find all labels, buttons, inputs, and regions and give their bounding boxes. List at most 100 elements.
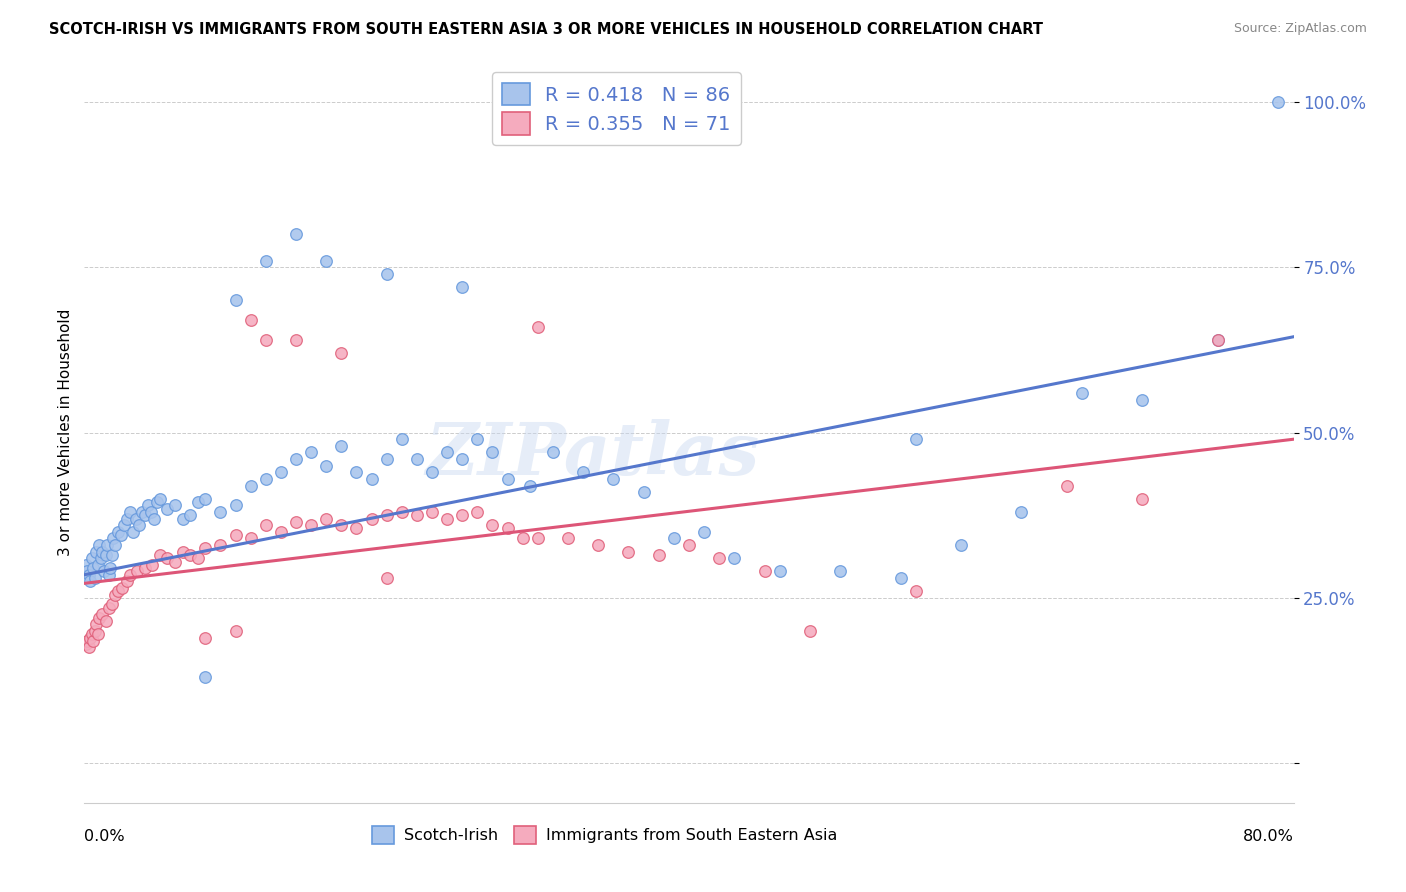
Point xyxy=(406,452,429,467)
Point xyxy=(420,465,443,479)
Point xyxy=(254,253,277,268)
Point xyxy=(121,524,143,539)
Point xyxy=(87,627,110,641)
Point xyxy=(115,511,138,525)
Point xyxy=(75,637,97,651)
Point xyxy=(270,465,292,479)
Point xyxy=(360,472,382,486)
Point xyxy=(1056,478,1078,492)
Point xyxy=(723,551,745,566)
Point xyxy=(648,548,671,562)
Point xyxy=(111,581,134,595)
Point xyxy=(315,511,337,525)
Point xyxy=(194,670,217,684)
Point xyxy=(1130,392,1153,407)
Point xyxy=(1267,95,1289,109)
Point xyxy=(165,499,187,513)
Point xyxy=(142,511,165,525)
Point xyxy=(375,267,398,281)
Point xyxy=(467,505,489,519)
Point xyxy=(588,538,610,552)
Point xyxy=(330,346,353,360)
Point xyxy=(225,293,247,308)
Point xyxy=(285,515,308,529)
Point xyxy=(678,538,700,552)
Legend: Scotch-Irish, Immigrants from South Eastern Asia: Scotch-Irish, Immigrants from South East… xyxy=(366,819,844,850)
Point xyxy=(270,524,292,539)
Point xyxy=(239,532,262,546)
Point xyxy=(602,472,624,486)
Point xyxy=(187,495,209,509)
Point xyxy=(194,631,217,645)
Point xyxy=(572,465,595,479)
Point xyxy=(104,538,127,552)
Point xyxy=(799,624,821,638)
Point xyxy=(90,551,112,566)
Point xyxy=(131,505,153,519)
Point xyxy=(89,611,111,625)
Point xyxy=(709,551,731,566)
Point xyxy=(285,333,308,347)
Text: 0.0%: 0.0% xyxy=(84,830,125,844)
Point xyxy=(285,452,308,467)
Point xyxy=(541,445,564,459)
Point xyxy=(79,574,101,589)
Point xyxy=(451,452,474,467)
Point xyxy=(134,561,156,575)
Point xyxy=(94,548,117,562)
Point xyxy=(1130,491,1153,506)
Point xyxy=(557,532,579,546)
Point xyxy=(254,518,277,533)
Point xyxy=(451,280,474,294)
Point xyxy=(146,495,169,509)
Point xyxy=(100,598,122,612)
Point xyxy=(225,624,247,638)
Point xyxy=(633,485,655,500)
Point xyxy=(451,508,474,523)
Point xyxy=(165,555,187,569)
Point xyxy=(194,491,217,506)
Point xyxy=(104,588,127,602)
Point xyxy=(754,565,776,579)
Point xyxy=(91,607,114,622)
Point xyxy=(391,432,413,446)
Point xyxy=(890,571,912,585)
Point xyxy=(496,472,519,486)
Point xyxy=(194,541,217,556)
Point xyxy=(406,508,429,523)
Text: Source: ZipAtlas.com: Source: ZipAtlas.com xyxy=(1233,22,1367,36)
Point xyxy=(496,521,519,535)
Point xyxy=(769,565,792,579)
Point xyxy=(481,445,503,459)
Point xyxy=(391,505,413,519)
Point xyxy=(100,548,122,562)
Point xyxy=(84,571,107,585)
Y-axis label: 3 or more Vehicles in Household: 3 or more Vehicles in Household xyxy=(58,309,73,557)
Point xyxy=(110,528,132,542)
Point xyxy=(179,548,201,562)
Point xyxy=(1011,505,1033,519)
Text: ZIPatlas: ZIPatlas xyxy=(425,419,759,491)
Point xyxy=(375,571,398,585)
Point xyxy=(254,333,277,347)
Point xyxy=(315,458,337,473)
Point xyxy=(172,544,194,558)
Point xyxy=(134,508,156,523)
Point xyxy=(299,518,322,533)
Point xyxy=(225,528,247,542)
Point xyxy=(80,627,103,641)
Point xyxy=(346,465,368,479)
Point xyxy=(76,565,98,579)
Point xyxy=(420,505,443,519)
Point xyxy=(115,574,138,589)
Point xyxy=(96,538,118,552)
Point xyxy=(87,558,110,572)
Text: SCOTCH-IRISH VS IMMIGRANTS FROM SOUTH EASTERN ASIA 3 OR MORE VEHICLES IN HOUSEHO: SCOTCH-IRISH VS IMMIGRANTS FROM SOUTH EA… xyxy=(49,22,1043,37)
Point xyxy=(299,445,322,459)
Point xyxy=(330,439,353,453)
Point xyxy=(375,508,398,523)
Point xyxy=(527,319,550,334)
Point xyxy=(93,565,115,579)
Point xyxy=(360,511,382,525)
Text: 80.0%: 80.0% xyxy=(1243,830,1294,844)
